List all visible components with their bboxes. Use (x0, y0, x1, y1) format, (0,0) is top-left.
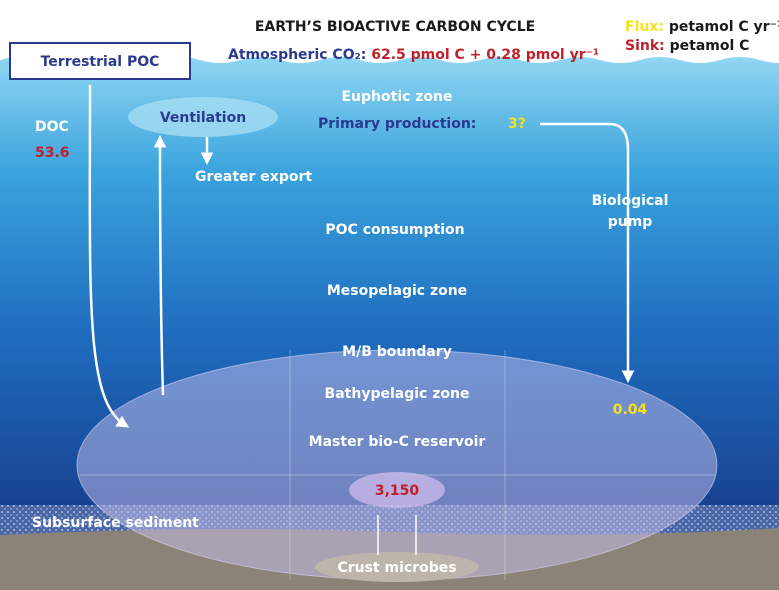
atmosphere-value: 62.5 pmol C + 0.28 pmol yr⁻¹ (371, 47, 599, 63)
legend-key: Sink: (625, 38, 665, 54)
greater-export: Greater export (195, 169, 312, 185)
crust-microbes: Crust microbes (337, 560, 456, 576)
reservoir-ellipse (76, 349, 718, 581)
arrow (153, 135, 167, 396)
biological-pump: pump (608, 214, 653, 230)
ventilation: Ventilation (160, 110, 246, 126)
doc-label: DOC (35, 119, 69, 135)
primary-production: Primary production: (318, 116, 476, 132)
conduit (377, 515, 417, 555)
mb-boundary: M/B boundary (342, 344, 452, 360)
primary-production-value: 3? (508, 116, 526, 132)
euphotic-zone: Euphotic zone (341, 89, 452, 105)
bathypelagic-zone: Bathypelagic zone (325, 386, 470, 402)
terrestrial-poc: Terrestrial POC (41, 54, 160, 70)
crust-ellipse (315, 552, 479, 582)
reservoir-value-ellipse (349, 472, 445, 508)
subsurface-sediment: Subsurface sediment (32, 515, 199, 531)
biological-pump: Biological (592, 193, 669, 209)
legend-flux: Flux: petamol C yr⁻¹ (625, 19, 779, 35)
arrow (540, 122, 635, 383)
legend-key: Flux: (625, 19, 664, 35)
poc-consumption: POC consumption (325, 222, 464, 238)
doc-value: 53.6 (35, 145, 70, 161)
terrestrial-box (9, 42, 191, 80)
legend-sink: Sink: petamol C (625, 38, 749, 54)
atmosphere: Atmospheric CO₂: 62.5 pmol C + 0.28 pmol… (228, 47, 599, 63)
ventilation-ellipse (128, 97, 278, 137)
mesopelagic-zone: Mesopelagic zone (327, 283, 467, 299)
title: EARTH’S BIOACTIVE CARBON CYCLE (255, 19, 535, 35)
atmosphere-label: Atmospheric CO₂: (228, 47, 366, 63)
legend-unit: petamol C (670, 38, 750, 54)
legend-unit: petamol C yr⁻¹ (669, 19, 779, 35)
arrow (88, 84, 130, 428)
pump-value: 0.04 (613, 402, 648, 418)
reservoir-value: 3,150 (375, 483, 420, 499)
reservoir-label: Master bio-C reservoir (309, 434, 486, 450)
